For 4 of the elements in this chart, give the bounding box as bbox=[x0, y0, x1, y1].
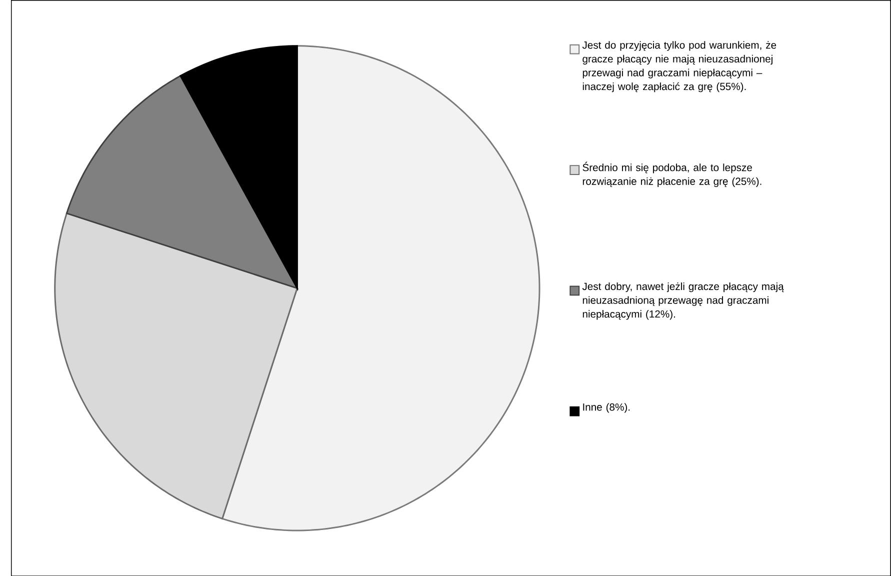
legend-label: Jest dobry, nawet jeżli gracze płacący mają nieuzasadnioną przewagę nad graczami niepłacącymi (12%). bbox=[582, 282, 784, 320]
legend-label: Średnio mi się podoba, ale to lepsze rozwiązanie niż płacenie za grę (25%). bbox=[582, 162, 762, 187]
legend-label: Inne (8%). bbox=[583, 402, 630, 413]
legend-label: Jest do przyjęcia tylko pod warunkiem, że gracze płacący nie mają nieuzasadnionej przewagi nad graczami niepłacącymi – inaczej wolę zapłacić za grę (55%). bbox=[582, 40, 776, 92]
